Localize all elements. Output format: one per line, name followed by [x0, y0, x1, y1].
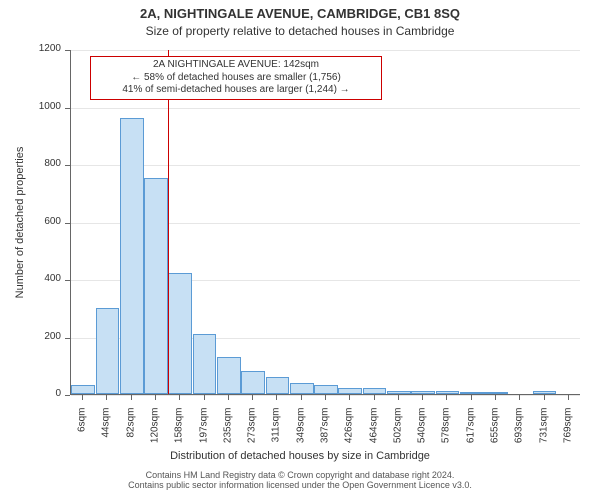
xtick-mark: [398, 395, 399, 400]
gridline-h: [71, 165, 580, 166]
xtick-label: 158sqm: [174, 408, 185, 458]
ytick-mark: [65, 395, 70, 396]
xtick-mark: [471, 395, 472, 400]
xtick-mark: [228, 395, 229, 400]
y-axis-label: Number of detached properties: [14, 50, 26, 395]
histogram-bar: [533, 391, 557, 394]
histogram-bar: [241, 371, 265, 394]
xtick-mark: [374, 395, 375, 400]
plot-area: [70, 50, 580, 395]
ytick-mark: [65, 108, 70, 109]
histogram-bar: [338, 388, 362, 394]
xtick-mark: [179, 395, 180, 400]
xtick-mark: [252, 395, 253, 400]
xtick-label: 273sqm: [247, 408, 258, 458]
xtick-mark: [276, 395, 277, 400]
xtick-mark: [325, 395, 326, 400]
xtick-label: 349sqm: [295, 408, 306, 458]
xtick-label: 6sqm: [77, 408, 88, 458]
histogram-bar: [460, 392, 484, 394]
xtick-mark: [204, 395, 205, 400]
xtick-label: 197sqm: [198, 408, 209, 458]
xtick-label: 502sqm: [392, 408, 403, 458]
xtick-label: 120sqm: [150, 408, 161, 458]
ytick-mark: [65, 50, 70, 51]
histogram-bar: [168, 273, 192, 394]
histogram-bar: [96, 308, 120, 394]
ytick-label: 0: [27, 388, 61, 399]
xtick-mark: [544, 395, 545, 400]
histogram-bar: [144, 178, 168, 394]
xtick-label: 655sqm: [490, 408, 501, 458]
xtick-mark: [519, 395, 520, 400]
annotation-line-3: 41% of semi-detached houses are larger (…: [97, 84, 375, 97]
histogram-bar: [71, 385, 95, 394]
ytick-label: 800: [27, 158, 61, 169]
histogram-bar: [266, 377, 290, 394]
xtick-label: 44sqm: [101, 408, 112, 458]
annotation-line-2: ← 58% of detached houses are smaller (1,…: [97, 72, 375, 85]
histogram-bar: [120, 118, 144, 394]
histogram-bar: [484, 392, 508, 394]
footer-text: Contains HM Land Registry data © Crown c…: [0, 470, 600, 490]
xtick-mark: [568, 395, 569, 400]
histogram-bar: [411, 391, 435, 394]
xtick-mark: [131, 395, 132, 400]
xtick-mark: [349, 395, 350, 400]
histogram-bar: [436, 391, 460, 394]
xtick-mark: [106, 395, 107, 400]
histogram-bar: [193, 334, 217, 394]
footer-line-1: Contains HM Land Registry data © Crown c…: [146, 470, 455, 480]
histogram-bar: [314, 385, 338, 394]
xtick-mark: [155, 395, 156, 400]
gridline-h: [71, 108, 580, 109]
histogram-bar: [363, 388, 387, 394]
histogram-bar: [387, 391, 411, 394]
xtick-label: 578sqm: [441, 408, 452, 458]
ytick-mark: [65, 338, 70, 339]
xtick-mark: [446, 395, 447, 400]
footer-line-2: Contains public sector information licen…: [128, 480, 472, 490]
xtick-label: 387sqm: [320, 408, 331, 458]
histogram-bar: [290, 383, 314, 395]
xtick-mark: [495, 395, 496, 400]
ytick-mark: [65, 223, 70, 224]
xtick-label: 464sqm: [368, 408, 379, 458]
ytick-label: 400: [27, 273, 61, 284]
xtick-label: 693sqm: [514, 408, 525, 458]
xtick-label: 617sqm: [465, 408, 476, 458]
xtick-mark: [422, 395, 423, 400]
ytick-label: 600: [27, 216, 61, 227]
xtick-mark: [82, 395, 83, 400]
chart-title: 2A, NIGHTINGALE AVENUE, CAMBRIDGE, CB1 8…: [0, 6, 600, 21]
xtick-label: 540sqm: [417, 408, 428, 458]
annotation-line-1: 2A NIGHTINGALE AVENUE: 142sqm: [97, 59, 375, 72]
ytick-label: 1200: [27, 43, 61, 54]
chart-subtitle: Size of property relative to detached ho…: [0, 24, 600, 38]
ytick-mark: [65, 165, 70, 166]
xtick-label: 769sqm: [562, 408, 573, 458]
xtick-label: 235sqm: [222, 408, 233, 458]
xtick-label: 426sqm: [344, 408, 355, 458]
xtick-mark: [301, 395, 302, 400]
gridline-h: [71, 50, 580, 51]
annotation-box: 2A NIGHTINGALE AVENUE: 142sqm ← 58% of d…: [90, 56, 382, 100]
xtick-label: 311sqm: [271, 408, 282, 458]
ytick-label: 1000: [27, 101, 61, 112]
histogram-bar: [217, 357, 241, 394]
ytick-mark: [65, 280, 70, 281]
ytick-label: 200: [27, 331, 61, 342]
xtick-label: 82sqm: [125, 408, 136, 458]
xtick-label: 731sqm: [538, 408, 549, 458]
reference-line: [168, 50, 169, 394]
